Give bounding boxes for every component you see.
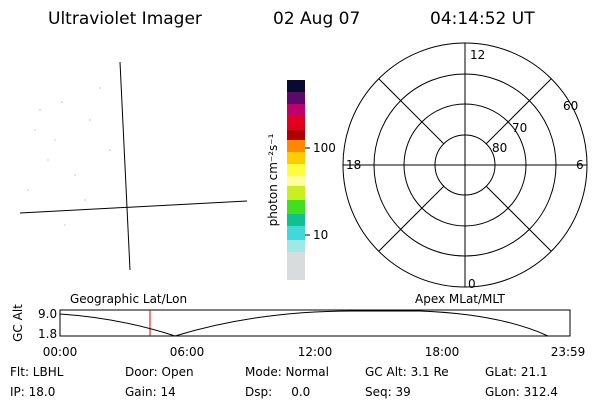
colorbar bbox=[287, 80, 310, 280]
strip-title: Geographic Lat/Lon bbox=[70, 292, 187, 306]
altitude-curve bbox=[59, 310, 549, 337]
latitude-line bbox=[19, 200, 248, 214]
strip-x-label: 18:00 bbox=[425, 345, 460, 359]
time: 04:14:52 UT bbox=[430, 9, 535, 29]
footer-field: GLat: 21.1 bbox=[485, 365, 548, 379]
footer-field: Flt: LBHL bbox=[10, 365, 64, 379]
title: Ultraviolet Imager bbox=[48, 9, 202, 29]
footer-field: Seq: 39 bbox=[365, 385, 411, 399]
polar-label: 0 bbox=[468, 277, 476, 291]
colorbar-tick: 100 bbox=[313, 141, 336, 155]
colorbar-label: photon cm⁻²s⁻¹ bbox=[266, 133, 280, 226]
footer-field: IP: 18.0 bbox=[10, 385, 55, 399]
footer-field: GC Alt: 3.1 Re bbox=[365, 365, 449, 379]
footer-field: GLon: 312.4 bbox=[485, 385, 558, 399]
ring-label: 60 bbox=[563, 99, 578, 113]
ring-label: 70 bbox=[512, 121, 527, 135]
meridian-line bbox=[119, 61, 131, 271]
footer-field: Gain: 14 bbox=[125, 385, 176, 399]
strip-x-label: 00:00 bbox=[43, 345, 78, 359]
colorbar-tick: 10 bbox=[313, 228, 328, 242]
strip-x-label: 12:00 bbox=[298, 345, 333, 359]
strip-x-label: 23:59 bbox=[551, 345, 586, 359]
date: 02 Aug 07 bbox=[273, 9, 360, 29]
strip-y-label: 1.8 bbox=[38, 327, 57, 341]
footer-field: Door: Open bbox=[125, 365, 194, 379]
polar-label: 6 bbox=[576, 158, 584, 172]
polar-label: 18 bbox=[346, 158, 361, 172]
strip-title: Apex MLat/MLT bbox=[415, 292, 505, 306]
ring-label: 80 bbox=[492, 141, 507, 155]
strip-y-label: 9.0 bbox=[38, 307, 57, 321]
polar-label: 12 bbox=[470, 48, 485, 62]
image-panel bbox=[27, 87, 111, 226]
strip-frame bbox=[59, 309, 571, 337]
polar-grid bbox=[342, 42, 588, 288]
footer-field: Mode: Normal bbox=[245, 365, 329, 379]
footer: Flt: LBHL Door: Open Mode: Normal GC Alt: 3… bbox=[10, 365, 558, 399]
footer-field: Dsp: 0.0 bbox=[245, 385, 310, 399]
strip-axis-label: GC Alt bbox=[11, 304, 25, 342]
strip-x-label: 06:00 bbox=[170, 345, 205, 359]
